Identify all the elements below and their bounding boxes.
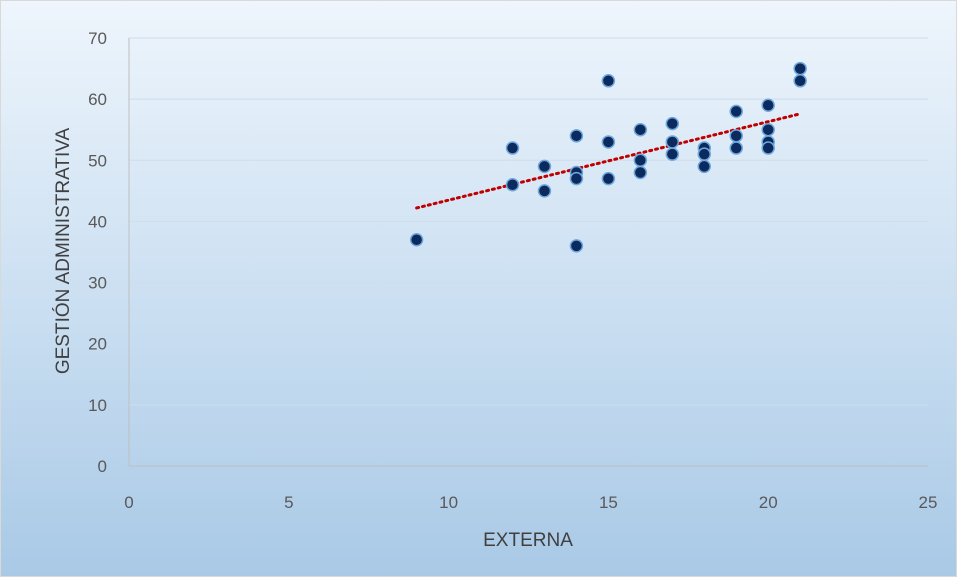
data-point [409, 233, 424, 247]
data-point [665, 135, 680, 149]
data-point [569, 239, 584, 253]
y-tick-label: 70 [88, 29, 107, 48]
data-point [601, 135, 616, 149]
x-axis-title: EXTERNA [483, 530, 573, 551]
data-point [697, 147, 712, 161]
data-point [569, 129, 584, 143]
data-point [761, 141, 775, 155]
trendline-layer [415, 112, 802, 210]
y-tick-label: 10 [88, 396, 107, 415]
data-point [729, 129, 743, 143]
data-point [729, 141, 743, 155]
gridlines [129, 37, 928, 406]
data-point [537, 184, 552, 198]
y-tick-label: 50 [88, 151, 107, 170]
y-tick-label: 0 [98, 457, 107, 476]
tick-labels: 0 10 20 30 40 50 60 70 0 5 10 15 20 25 [88, 29, 937, 512]
data-point [569, 171, 584, 186]
trendline [415, 112, 802, 210]
data-point [729, 104, 743, 119]
data-point [761, 98, 775, 113]
data-point [505, 177, 520, 192]
data-point [665, 147, 680, 161]
data-point [601, 171, 616, 186]
data-point [793, 74, 807, 88]
data-point [697, 159, 712, 174]
data-point [537, 159, 552, 174]
x-tick-label: 15 [599, 493, 618, 512]
x-tick-label: 0 [124, 493, 133, 512]
data-point [793, 61, 807, 76]
data-point [633, 153, 648, 168]
data-points [409, 61, 807, 253]
y-axis-title: GESTIÓN ADMINISTRATIVA [52, 128, 74, 375]
y-tick-label: 40 [88, 212, 107, 231]
x-tick-label: 5 [284, 493, 293, 512]
data-point [665, 116, 680, 131]
data-point [761, 122, 775, 137]
y-tick-label: 30 [88, 274, 107, 293]
x-tick-label: 20 [759, 493, 778, 512]
x-tick-label: 25 [919, 493, 938, 512]
data-point [633, 165, 648, 180]
x-tick-label: 10 [439, 493, 458, 512]
y-tick-label: 20 [88, 335, 107, 354]
y-tick-label: 60 [88, 90, 107, 109]
axes [128, 38, 928, 467]
data-point [601, 74, 616, 88]
data-point [505, 141, 520, 155]
data-point [633, 122, 648, 137]
